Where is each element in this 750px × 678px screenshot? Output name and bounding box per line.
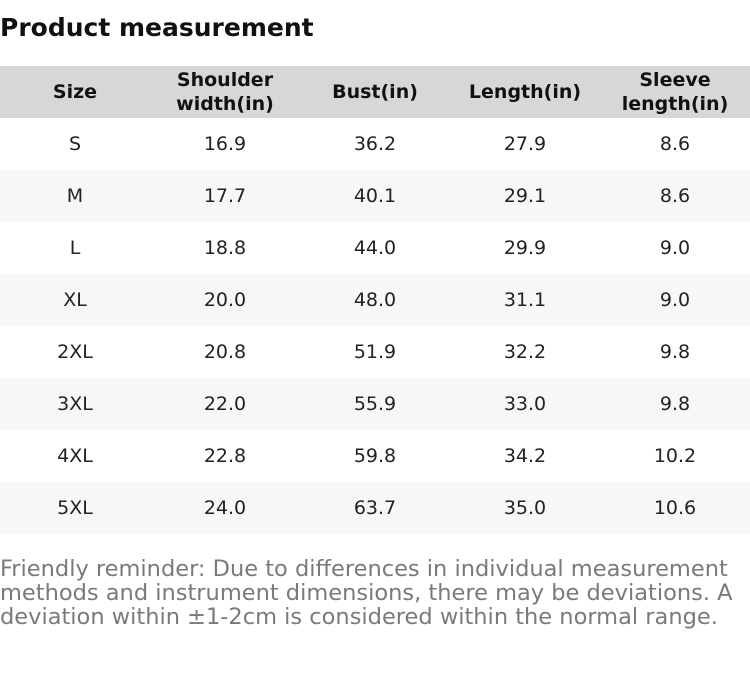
table-row: M 17.7 40.1 29.1 8.6 xyxy=(0,170,750,222)
table-cell: 36.2 xyxy=(353,133,397,155)
table-cell: 4XL xyxy=(57,445,93,467)
table-cell: L xyxy=(69,237,81,259)
table-cell: 3XL xyxy=(57,393,93,415)
table-row: S 16.9 36.2 27.9 8.6 xyxy=(0,118,750,170)
column-header-size: Size xyxy=(52,81,98,103)
table-row: 3XL 22.0 55.9 33.0 9.8 xyxy=(0,378,750,430)
table-cell: 55.9 xyxy=(353,393,397,415)
table-row: 2XL 20.8 51.9 32.2 9.8 xyxy=(0,326,750,378)
table-cell: 51.9 xyxy=(353,341,397,363)
table-row: L 18.8 44.0 29.9 9.0 xyxy=(0,222,750,274)
header-row: Size Shoulder width(in) Bust(in) Length(… xyxy=(0,66,750,118)
table-cell: 24.0 xyxy=(203,497,247,519)
table-cell: 40.1 xyxy=(353,185,397,207)
table-cell: 2XL xyxy=(57,341,93,363)
table-cell: 35.0 xyxy=(503,497,547,519)
table-cell: 34.2 xyxy=(503,445,547,467)
column-header-sleeve-length: Sleeve length(in) xyxy=(621,69,729,115)
table-cell: 31.1 xyxy=(503,289,547,311)
table-cell: 8.6 xyxy=(659,133,691,155)
table-cell: 17.7 xyxy=(203,185,247,207)
table-cell: 9.0 xyxy=(659,289,691,311)
table-cell: M xyxy=(66,185,84,207)
table-cell: 10.2 xyxy=(653,445,697,467)
table-cell: 22.0 xyxy=(203,393,247,415)
page-title: Product measurement xyxy=(0,13,314,42)
column-header-length: Length(in) xyxy=(468,81,582,103)
table-cell: S xyxy=(68,133,82,155)
table-cell: 33.0 xyxy=(503,393,547,415)
table-cell: 10.6 xyxy=(653,497,697,519)
table-cell: 27.9 xyxy=(503,133,547,155)
table-cell: 9.0 xyxy=(659,237,691,259)
table-header: Size Shoulder width(in) Bust(in) Length(… xyxy=(0,66,750,118)
table-cell: 20.8 xyxy=(203,341,247,363)
table-cell: 29.9 xyxy=(503,237,547,259)
table-cell: 59.8 xyxy=(353,445,397,467)
table-cell: 16.9 xyxy=(203,133,247,155)
table-cell: 29.1 xyxy=(503,185,547,207)
table-cell: 32.2 xyxy=(503,341,547,363)
table-cell: 5XL xyxy=(57,497,93,519)
table-cell: 8.6 xyxy=(659,185,691,207)
size-table: Size Shoulder width(in) Bust(in) Length(… xyxy=(0,66,750,534)
table-cell: 48.0 xyxy=(353,289,397,311)
table-cell: XL xyxy=(63,289,87,311)
table-body: S 16.9 36.2 27.9 8.6 M 17.7 40.1 29.1 8.… xyxy=(0,118,750,534)
table-cell: 18.8 xyxy=(203,237,247,259)
table-row: XL 20.0 48.0 31.1 9.0 xyxy=(0,274,750,326)
table-row: 4XL 22.8 59.8 34.2 10.2 xyxy=(0,430,750,482)
table-cell: 9.8 xyxy=(659,393,691,415)
table-cell: 9.8 xyxy=(659,341,691,363)
column-header-bust: Bust(in) xyxy=(332,81,418,103)
column-header-shoulder-width: Shoulder width(in) xyxy=(176,69,274,115)
table-cell: 44.0 xyxy=(353,237,397,259)
friendly-reminder-note: Friendly reminder: Due to differences in… xyxy=(0,556,733,630)
table-cell: 63.7 xyxy=(353,497,397,519)
table-cell: 22.8 xyxy=(203,445,247,467)
table-row: 5XL 24.0 63.7 35.0 10.6 xyxy=(0,482,750,534)
table-cell: 20.0 xyxy=(203,289,247,311)
